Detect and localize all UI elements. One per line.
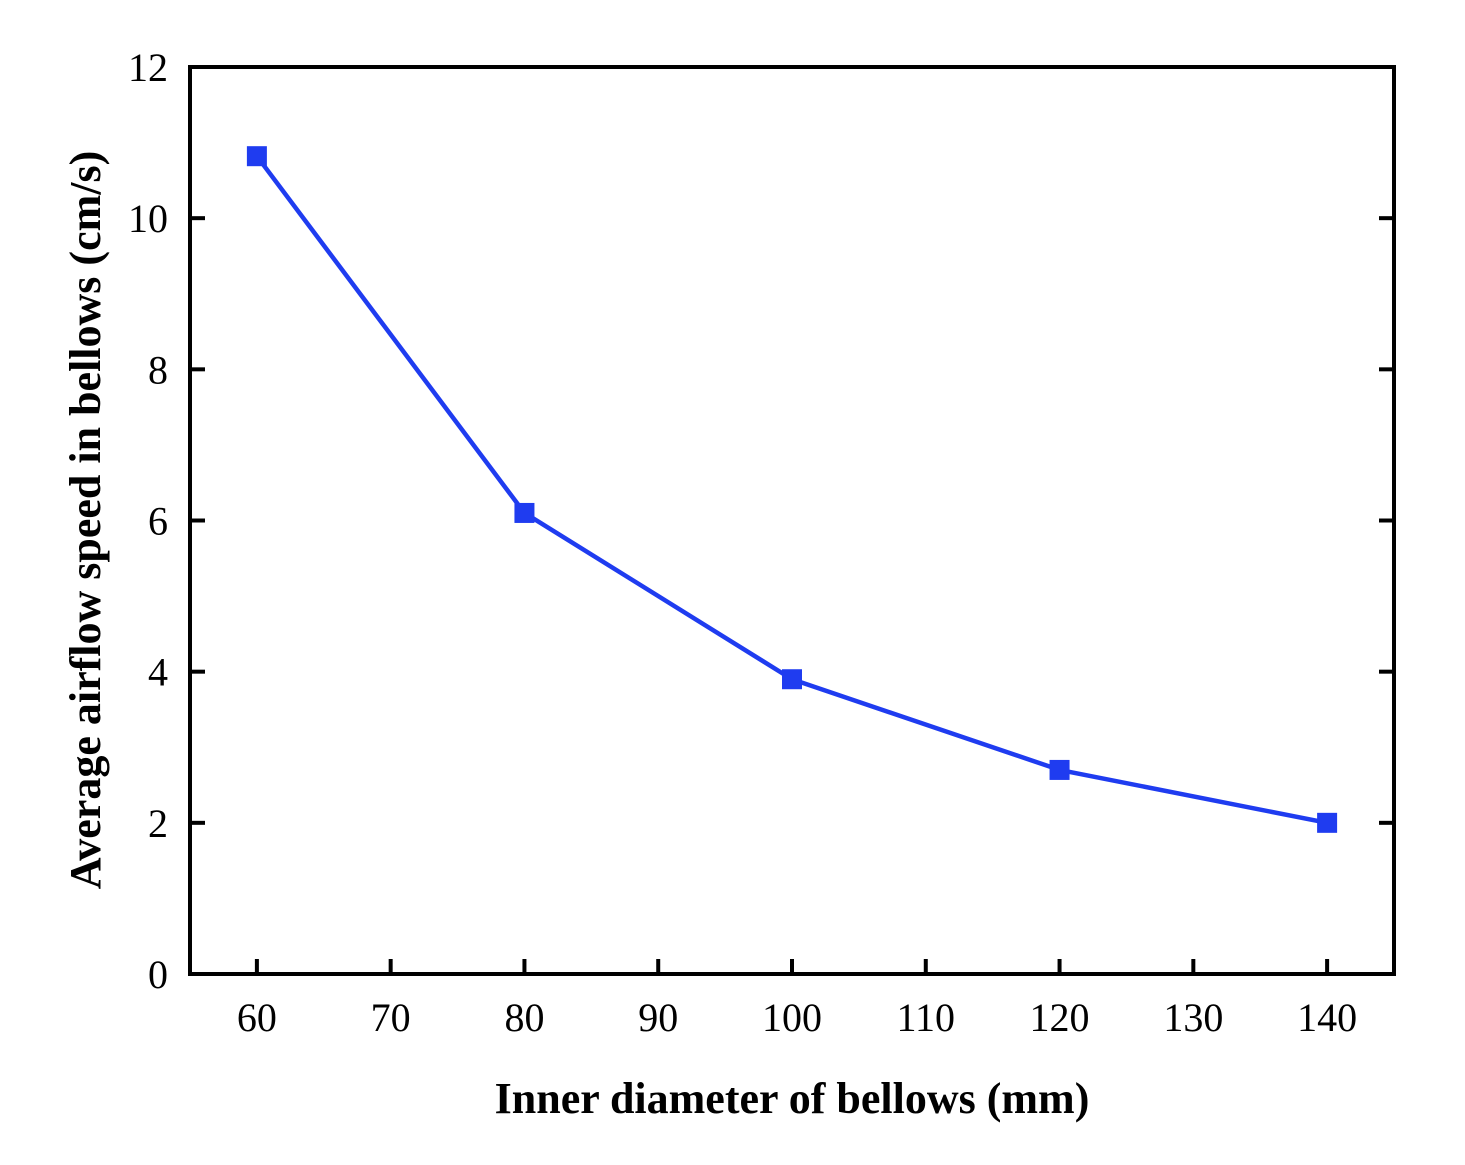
x-tick-label: 80	[504, 995, 544, 1040]
y-tick-label: 0	[148, 952, 168, 997]
y-axis-title: Average airflow speed in bellows (cm/s)	[61, 151, 110, 890]
data-point-marker	[1317, 812, 1338, 833]
y-tick-label: 10	[128, 196, 168, 241]
y-tick-label: 12	[128, 45, 168, 90]
x-tick-label: 100	[762, 995, 822, 1040]
ticks-layer	[190, 65, 1394, 976]
x-tick-label: 90	[638, 995, 678, 1040]
x-tick-label: 70	[371, 995, 411, 1040]
series-line	[255, 154, 1328, 826]
x-tick-label: 60	[237, 995, 277, 1040]
x-tick-label: 130	[1163, 995, 1223, 1040]
y-tick-label: 4	[148, 650, 168, 695]
data-point-marker	[514, 502, 535, 523]
y-tick-label: 8	[148, 347, 168, 392]
data-point-marker	[246, 146, 267, 167]
plot-frame	[188, 65, 1396, 976]
x-axis-title: Inner diameter of bellows (mm)	[495, 1074, 1090, 1123]
data-point-marker	[1049, 759, 1070, 780]
x-tick-label: 110	[897, 995, 956, 1040]
series-layer	[246, 146, 1338, 833]
data-point-marker	[782, 669, 802, 690]
tick-labels-layer: 60 70 80 90 100 110 120 130 140 0 2 4 6 8 10 12	[128, 45, 1357, 1040]
x-tick-label: 140	[1297, 995, 1357, 1040]
y-tick-label: 6	[148, 499, 168, 544]
y-tick-label: 2	[148, 801, 168, 846]
x-tick-label: 120	[1030, 995, 1090, 1040]
